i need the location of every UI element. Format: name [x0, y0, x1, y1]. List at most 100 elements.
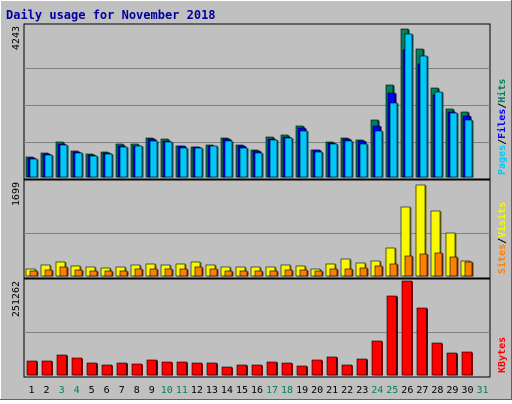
bar-pages-day-3 [59, 144, 69, 178]
legend-item: Visits [496, 202, 508, 238]
bar-pages-day-5 [89, 155, 99, 178]
x-tick-label-day: 2 [44, 385, 50, 396]
x-tick-label-day: 7 [119, 385, 125, 396]
bar-pages-day-12 [194, 147, 204, 178]
bar-face [389, 102, 398, 178]
legend-item: Sites [496, 244, 508, 274]
bar-face [221, 366, 232, 376]
bar-pages-day-26 [404, 33, 414, 178]
legend-hits-files-pages: Pages/Files/Hits [496, 79, 508, 175]
bar-face [44, 269, 53, 277]
bar-face [59, 144, 68, 178]
bar-sites-day-4 [74, 269, 84, 277]
bar-face [299, 269, 308, 277]
bar-sites-day-19 [299, 269, 309, 277]
bar-pages-day-23 [359, 143, 369, 178]
bar-pages-day-28 [434, 91, 444, 178]
bar-sites-day-29 [449, 256, 459, 277]
bar-pages-day-19 [299, 130, 309, 178]
x-tick-label-day: 14 [221, 385, 233, 396]
bar-kbytes-day-22 [341, 364, 353, 376]
legend-kbytes: KBytes [497, 337, 508, 373]
bar-face [446, 352, 457, 376]
bar-kbytes-day-27 [416, 307, 428, 376]
bar-face [359, 143, 368, 178]
bar-pages-day-18 [284, 137, 294, 178]
bar-face [344, 140, 353, 178]
bar-sites-day-14 [224, 270, 234, 277]
bar-pages-day-1 [29, 158, 39, 178]
bar-face [254, 270, 263, 277]
bar-pages-day-6 [104, 153, 114, 178]
bar-face [179, 147, 188, 178]
bar-face [209, 145, 218, 178]
bar-face [239, 270, 248, 277]
x-tick-label-day: 15 [236, 385, 248, 396]
bar-face [344, 268, 353, 277]
bar-face [119, 270, 128, 277]
bar-face [296, 365, 307, 376]
bar-kbytes-day-19 [296, 365, 308, 376]
legend-item: Files [496, 109, 508, 139]
bar-face [416, 307, 427, 376]
bar-face [194, 147, 203, 178]
bar-sites-day-28 [434, 252, 444, 277]
bar-kbytes-day-5 [86, 362, 98, 376]
x-tick-label-day: 16 [251, 385, 263, 396]
bar-face [71, 357, 82, 376]
bar-face [224, 140, 233, 178]
bar-face [281, 362, 292, 376]
bar-face [194, 266, 203, 277]
bar-kbytes-day-12 [191, 362, 203, 376]
bar-face [239, 147, 248, 178]
x-tick-label-day: 12 [191, 385, 203, 396]
bar-sites-day-30 [464, 261, 474, 277]
x-tick-label-day: 21 [326, 385, 338, 396]
bar-kbytes-day-4 [71, 357, 83, 376]
bar-sites-day-26 [404, 255, 414, 277]
bar-face [179, 268, 188, 277]
bar-pages-day-25 [389, 102, 399, 178]
bar-face [371, 340, 382, 376]
bar-face [161, 361, 172, 376]
x-tick-label-day: 1 [29, 385, 35, 396]
bar-face [359, 267, 368, 277]
bar-kbytes-day-7 [116, 362, 128, 376]
bar-pages-day-4 [74, 152, 84, 178]
x-tick-label-day: 30 [461, 385, 473, 396]
bar-face [401, 280, 412, 376]
x-tick-label-day: 24 [371, 385, 383, 396]
bar-sites-day-22 [344, 268, 354, 277]
legend-visits-sites: Sites/Visits [496, 202, 508, 274]
bar-kbytes-day-8 [131, 363, 143, 376]
bar-face [284, 137, 293, 178]
bar-face [389, 263, 398, 277]
legend-item: KBytes [497, 337, 508, 373]
bar-kbytes-day-13 [206, 362, 218, 376]
bar-face [464, 261, 473, 277]
bar-sites-day-21 [329, 268, 339, 277]
chart-title: Daily usage for November 2018 [6, 8, 216, 22]
bar-kbytes-day-28 [431, 342, 443, 376]
bar-sites-day-24 [374, 265, 384, 277]
bar-pages-day-9 [149, 140, 159, 178]
bar-sites-day-6 [104, 270, 114, 277]
bar-sites-day-13 [209, 268, 219, 277]
bar-pages-day-11 [179, 147, 189, 178]
legend-item: Pages [497, 145, 508, 175]
x-tick-label-day: 6 [104, 385, 110, 396]
bar-pages-day-8 [134, 145, 144, 178]
bar-face [74, 269, 83, 277]
bar-sites-day-17 [269, 270, 279, 277]
bar-face [434, 91, 443, 178]
bar-sites-day-16 [254, 270, 264, 277]
bar-face [104, 270, 113, 277]
bar-face [86, 362, 97, 376]
bar-pages-day-20 [314, 151, 324, 178]
x-tick-label-day: 27 [416, 385, 428, 396]
bar-face [404, 33, 413, 178]
panel-kbytes: 251262 KBytes [11, 278, 508, 378]
bar-face [116, 362, 127, 376]
